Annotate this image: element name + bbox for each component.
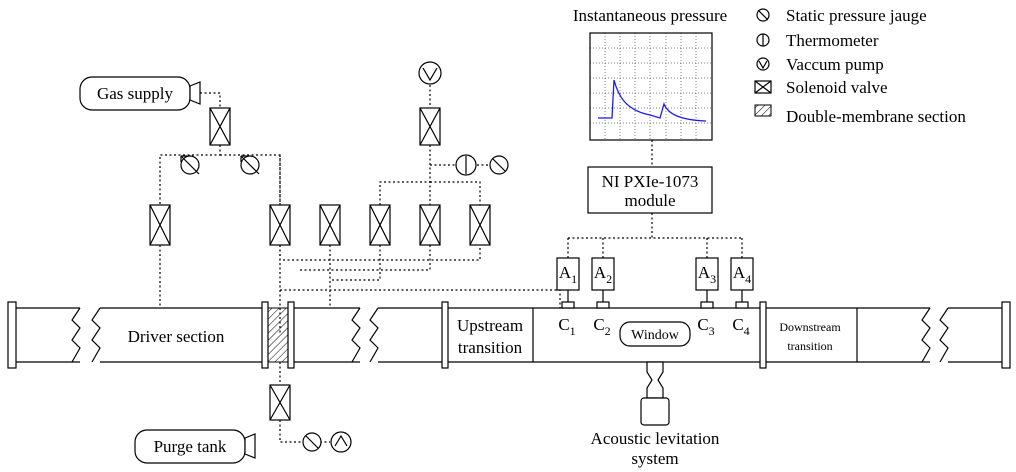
module-label: NI PXIe-1073 [602,172,699,191]
sensor-letter: C [593,315,604,334]
valve-cross [209,107,231,146]
driver-label: Driver section [128,327,225,346]
amplifier-letter: A [559,263,572,282]
window-label: Window [631,328,680,343]
valve-cross [469,204,491,246]
amplifier-index: 4 [745,272,751,286]
valve-cross [369,204,391,246]
scope-title: Instantaneous pressure [573,6,727,25]
purge-tank-label: Purge tank [154,437,227,456]
amplifier-label: A3 [698,263,716,286]
sensor-mount [561,301,575,309]
upstream-label: transition [458,338,523,357]
sensor-letter: C [732,315,743,334]
legend-label: Vaccum pump [786,55,884,74]
sensor-label: C3 [697,315,714,338]
amplifier-letter: A [594,263,607,282]
valve-cross [269,204,291,246]
amplifier-label: A4 [733,263,751,286]
sensor-label: C1 [558,315,575,338]
legend-label: Solenoid valve [786,78,888,97]
sensor-index: 3 [709,324,715,338]
module-label: module [625,191,676,210]
sensor-letter: C [697,315,708,334]
amplifier-index: 2 [606,272,612,286]
amplifier-label: A1 [559,263,577,286]
amplifier-index: 1 [571,272,577,286]
downstream-label: transition [787,339,832,353]
module-box [587,166,713,214]
valve-cross [319,204,341,246]
sensor-index: 4 [744,324,750,338]
shock-tube [7,301,1011,426]
valve-cross [269,384,291,421]
gas-supply-label: Gas supply [97,84,174,103]
valve-cross [149,204,171,246]
sensor-index: 1 [570,324,576,338]
sensor-label: C2 [593,315,610,338]
legend-label: Static pressure jauge [786,6,927,25]
valves [149,107,491,421]
sensor-letter: C [558,315,569,334]
sensor-label: C4 [732,315,749,338]
amplifier-index: 3 [710,272,716,286]
valve-cross [419,107,441,146]
legend-label: Double-membrane section [786,107,966,126]
levitation-label: system [631,449,678,468]
legend-label: Thermometer [786,31,879,50]
piping [159,85,743,447]
sensor-mount [700,301,714,309]
sensor-mount [735,301,749,309]
sensor-mount [596,301,610,309]
sensor-index: 2 [605,324,611,338]
levitation-label: Acoustic levitation [591,429,720,448]
amplifier-label: A2 [594,263,612,286]
upstream-label: Upstream [457,316,523,335]
downstream-label: Downstream [779,320,841,334]
instruments [180,61,509,453]
oscilloscope [589,32,713,141]
amplifier-letter: A [733,263,746,282]
legend [754,8,772,117]
amplifier-letter: A [698,263,711,282]
valve-cross [419,204,441,246]
